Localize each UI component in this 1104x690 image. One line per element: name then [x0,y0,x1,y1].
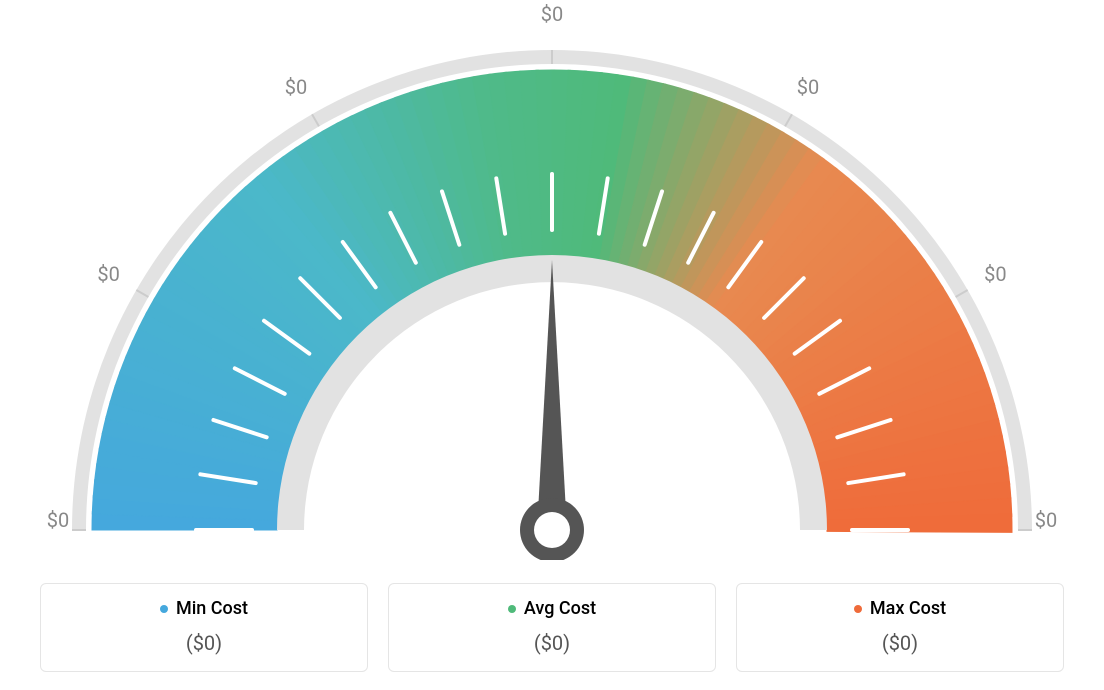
legend-title-max: Max Cost [854,598,946,619]
gauge-tick-label: $0 [97,262,119,286]
legend-label-min: Min Cost [176,598,248,619]
legend-label-max: Max Cost [870,598,946,619]
gauge-tick-label: $0 [285,75,307,99]
gauge-tick-label: $0 [984,262,1006,286]
legend-title-avg: Avg Cost [508,598,596,619]
cost-gauge-container: $0 $0 $0 $0 $0 $0 $0 Min Cost ($0) Avg Cost ($… [0,0,1104,690]
legend-card-avg: Avg Cost ($0) [388,583,716,673]
legend-title-min: Min Cost [160,598,248,619]
legend-row: Min Cost ($0) Avg Cost ($0) Max Cost ($0… [40,583,1064,673]
legend-value-max: ($0) [747,631,1053,655]
gauge-chart: $0 $0 $0 $0 $0 $0 $0 [0,0,1104,560]
legend-value-avg: ($0) [399,631,705,655]
gauge-tick-label: $0 [797,75,819,99]
legend-value-min: ($0) [51,631,357,655]
legend-label-avg: Avg Cost [524,598,596,619]
legend-card-min: Min Cost ($0) [40,583,368,673]
legend-card-max: Max Cost ($0) [736,583,1064,673]
gauge-tick-label: $0 [47,508,69,532]
legend-dot-min [160,605,168,613]
gauge-tick-label: $0 [541,2,563,26]
gauge-tick-label: $0 [1035,508,1057,532]
legend-dot-max [854,605,862,613]
legend-dot-avg [508,605,516,613]
